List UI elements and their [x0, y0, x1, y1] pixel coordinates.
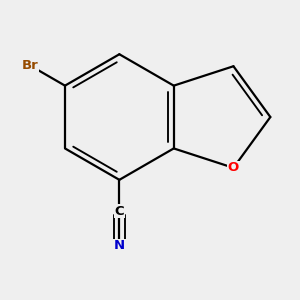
Text: N: N	[114, 239, 125, 252]
Text: C: C	[115, 205, 124, 218]
Text: O: O	[228, 161, 239, 174]
Text: Br: Br	[21, 59, 38, 72]
